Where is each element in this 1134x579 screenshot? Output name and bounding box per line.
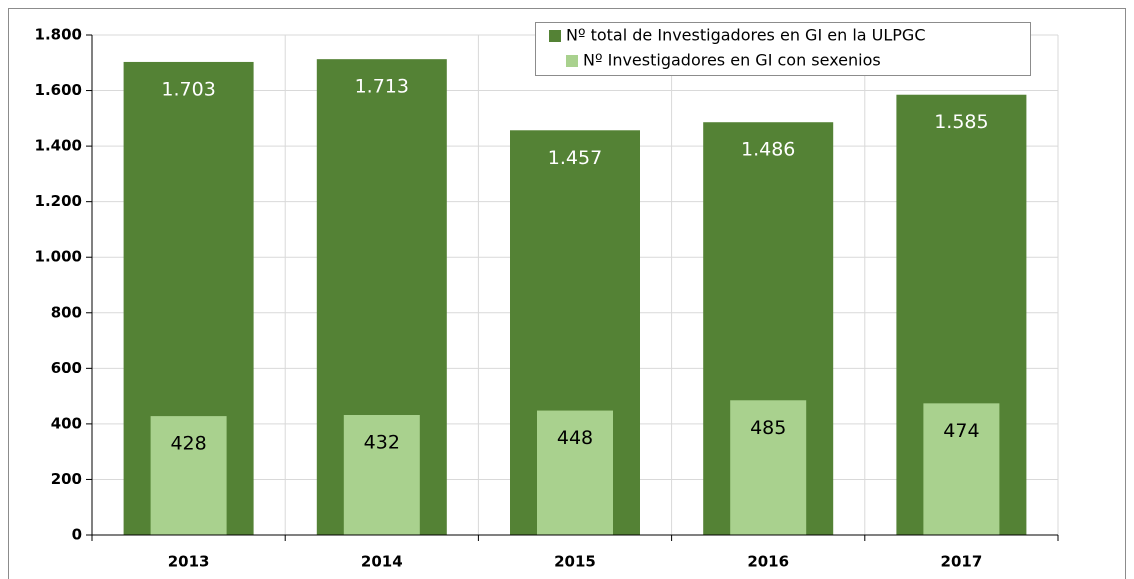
y-tick-label: 1.400 (35, 137, 82, 155)
data-label: 428 (170, 433, 206, 455)
data-label: 1.713 (355, 76, 409, 98)
chart-frame (8, 8, 1126, 579)
y-tick-label: 400 (51, 414, 82, 432)
legend-label: Nº Investigadores en GI con sexenios (583, 51, 881, 70)
y-tick-label: 1.200 (35, 192, 82, 210)
y-tick-label: 1.800 (35, 26, 82, 44)
y-tick-label: 0 (72, 526, 82, 544)
data-label: 1.486 (741, 139, 795, 161)
data-label: 474 (943, 420, 979, 442)
data-label: 448 (557, 427, 593, 449)
x-tick-label: 2013 (168, 553, 210, 571)
legend-label: Nº total de Investigadores en GI en la U… (566, 26, 926, 45)
bar (343, 415, 420, 535)
legend-box (535, 22, 1031, 76)
bar (730, 400, 807, 535)
data-label: 1.585 (934, 111, 988, 133)
legend-swatch (549, 30, 561, 42)
x-tick-label: 2014 (361, 553, 403, 571)
x-tick-label: 2016 (747, 553, 789, 571)
y-tick-label: 600 (51, 359, 82, 377)
bar (150, 416, 227, 535)
legend-swatch (566, 55, 578, 67)
bar (923, 403, 1000, 535)
data-label: 485 (750, 417, 786, 439)
y-tick-label: 200 (51, 470, 82, 488)
x-tick-label: 2017 (941, 553, 983, 571)
y-tick-label: 800 (51, 303, 82, 321)
x-tick-label: 2015 (554, 553, 596, 571)
bar (537, 410, 613, 535)
data-label: 1.703 (161, 78, 215, 100)
y-tick-label: 1.600 (35, 81, 82, 99)
data-label: 1.457 (548, 147, 602, 169)
data-label: 432 (364, 432, 400, 454)
y-tick-label: 1.000 (35, 248, 82, 266)
